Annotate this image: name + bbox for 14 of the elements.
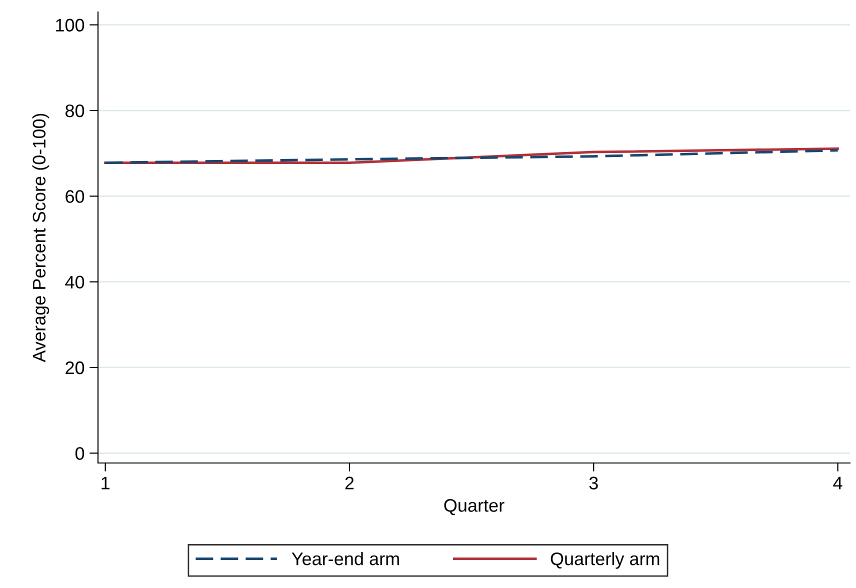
y-tick-label: 20	[66, 361, 84, 374]
y-tick-label: 100	[56, 18, 84, 32]
legend-label: Year-end arm	[292, 552, 399, 566]
y-tick-label: 40	[65, 276, 84, 289]
x-tick-label: 4	[833, 476, 842, 490]
x-tick-label: 1	[102, 476, 110, 490]
x-axis-title: Quarter	[444, 499, 504, 516]
y-axis-title: Average Percent Score (0-100)	[32, 114, 50, 362]
y-tick-label: 80	[66, 104, 84, 118]
x-tick-label: 2	[345, 476, 354, 490]
x-tick-label: 3	[589, 476, 598, 490]
legend-label: Quarterly arm	[550, 552, 660, 569]
y-tick-label: 0	[75, 447, 84, 460]
y-tick-label: 60	[66, 190, 84, 203]
